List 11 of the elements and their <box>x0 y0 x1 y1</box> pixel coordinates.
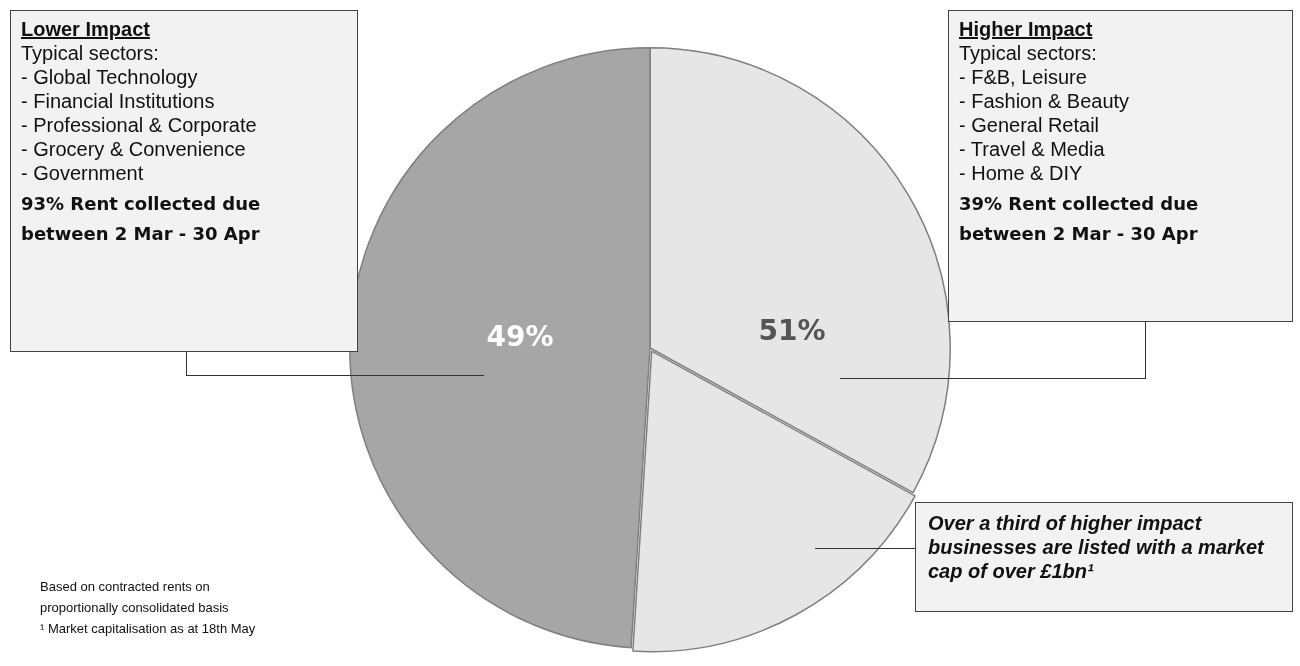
text: Typical sectors: - Global Technology - Financial Institutions - Professional & Corporate - Grocery & Convenience - Government <box>21 41 258 185</box>
text: 39% Rent collected due between 2 Mar - 30 Apr <box>959 192 1200 246</box>
text: Over a third of higher impact businesses are listed with a market cap of over £1bn¹ <box>928 511 1266 583</box>
text: Lower Impact <box>21 17 151 41</box>
text: ¹ Market capitalisation as at 18th May <box>40 620 257 638</box>
text: 51% <box>758 313 826 347</box>
text: 93% Rent collected due between 2 Mar - 30 Apr <box>21 192 262 246</box>
text: Typical sectors: - F&B, Leisure - Fashion & Beauty - General Retail - Travel & Media - Home & DIY <box>959 41 1131 185</box>
data-label: 49% <box>486 319 554 353</box>
text: Based on contracted rents on proportionally consolidated basis <box>40 578 230 617</box>
text: Higher Impact <box>959 17 1094 41</box>
